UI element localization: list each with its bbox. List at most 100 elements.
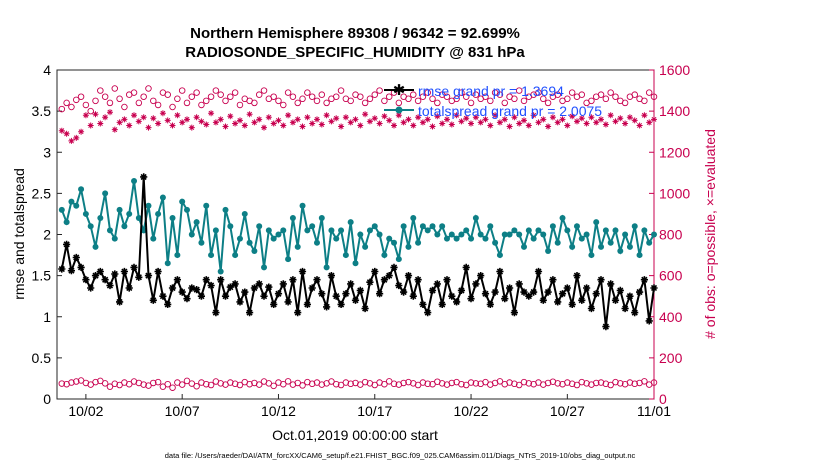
point-obs_possible — [236, 101, 244, 109]
point-obs_low_possible — [564, 379, 571, 386]
point-obs_evaluated — [559, 116, 566, 123]
point-rmse — [260, 292, 268, 300]
point-obs_low_possible — [193, 383, 200, 390]
point-obs_evaluated — [217, 116, 224, 123]
point-obs_evaluated — [97, 120, 104, 127]
point-obs_low_possible — [73, 378, 80, 385]
point-rmse — [212, 309, 220, 317]
point-obs_possible — [73, 96, 80, 104]
point-totalspread — [342, 252, 349, 259]
point-totalspread — [564, 227, 571, 234]
point-totalspread — [232, 252, 239, 259]
point-rmse — [313, 276, 321, 284]
point-totalspread — [333, 235, 340, 242]
point-rmse — [530, 288, 538, 296]
point-rmse — [87, 284, 95, 292]
point-obs_evaluated — [415, 114, 422, 121]
y-right-tick-label: 1400 — [659, 103, 690, 119]
y-left-tick-label: 0 — [43, 391, 51, 407]
point-obs_low_possible — [188, 380, 196, 387]
point-obs_possible — [511, 95, 518, 103]
point-rmse — [279, 280, 287, 288]
x-tick-label: 10/02 — [68, 403, 103, 419]
point-rmse — [284, 298, 292, 306]
point-totalspread — [193, 219, 200, 226]
point-rmse — [308, 284, 316, 292]
point-obs_evaluated — [208, 110, 215, 117]
point-rmse — [404, 272, 413, 280]
point-obs_evaluated — [145, 124, 152, 131]
point-obs_evaluated — [179, 119, 186, 126]
point-obs_evaluated — [641, 112, 648, 119]
point-obs_possible — [462, 93, 470, 100]
point-rmse — [563, 284, 571, 292]
y-right-tick-label: 1600 — [659, 62, 690, 78]
point-rmse — [120, 267, 128, 276]
point-obs_evaluated — [87, 122, 94, 129]
x-tick-label: 10/27 — [550, 403, 585, 419]
point-totalspread — [448, 231, 455, 238]
point-obs_evaluated — [626, 114, 633, 121]
point-totalspread — [304, 227, 311, 234]
point-rmse — [539, 296, 547, 304]
point-obs_possible — [318, 91, 326, 98]
point-totalspread — [386, 235, 393, 242]
point-obs_evaluated — [458, 118, 465, 125]
point-obs_low_possible — [612, 378, 619, 386]
point-obs_low_possible — [467, 379, 475, 386]
point-obs_possible — [97, 87, 104, 94]
point-obs_possible — [202, 97, 210, 105]
point-obs_possible — [597, 91, 605, 98]
x-tick-label: 11/01 — [637, 403, 671, 419]
point-totalspread — [63, 219, 70, 226]
point-totalspread — [602, 227, 609, 234]
point-obs_possible — [193, 89, 200, 96]
point-totalspread — [400, 223, 407, 230]
point-rmse — [587, 304, 595, 313]
point-obs_evaluated — [333, 115, 340, 122]
point-rmse — [106, 281, 114, 290]
point-totalspread — [131, 178, 138, 185]
x-tick-label: 10/22 — [454, 403, 489, 419]
point-rmse — [443, 276, 451, 284]
point-totalspread — [150, 235, 157, 242]
point-obs_low_possible — [650, 379, 658, 386]
point-obs_evaluated — [598, 116, 604, 123]
point-totalspread — [159, 194, 166, 201]
point-obs_low_possible — [419, 379, 427, 386]
legend-totalspread-marker — [395, 106, 403, 114]
point-obs_low_possible — [617, 380, 624, 387]
point-rmse — [428, 286, 437, 294]
point-rmse — [626, 292, 634, 300]
point-obs_possible — [275, 97, 282, 105]
point-rmse — [520, 288, 528, 296]
point-obs_low_possible — [361, 378, 369, 386]
point-totalspread — [87, 223, 94, 230]
point-totalspread — [328, 227, 335, 234]
point-obs_low_possible — [347, 380, 354, 388]
point-totalspread — [208, 252, 215, 259]
point-obs_evaluated — [314, 116, 320, 123]
point-obs_possible — [174, 95, 181, 103]
point-obs_evaluated — [126, 122, 133, 129]
point-obs_possible — [308, 93, 316, 100]
point-obs_possible — [467, 99, 475, 107]
point-totalspread — [111, 235, 118, 242]
point-rmse — [650, 284, 658, 292]
point-rmse — [197, 292, 205, 300]
point-obs_low_possible — [506, 379, 513, 386]
point-totalspread — [626, 243, 633, 250]
point-rmse — [453, 298, 461, 306]
point-obs_evaluated — [429, 123, 436, 130]
point-totalspread — [636, 252, 643, 259]
point-totalspread — [405, 243, 412, 250]
point-obs_evaluated — [135, 118, 142, 125]
point-obs_possible — [169, 103, 176, 111]
point-totalspread — [236, 235, 243, 242]
point-obs_evaluated — [275, 117, 282, 124]
point-totalspread — [92, 243, 99, 250]
point-rmse — [506, 284, 514, 292]
point-obs_possible — [631, 91, 638, 98]
footnote: data file: /Users/raeder/DAI/ATM_forcXX/… — [165, 451, 636, 460]
point-obs_evaluated — [92, 111, 99, 118]
